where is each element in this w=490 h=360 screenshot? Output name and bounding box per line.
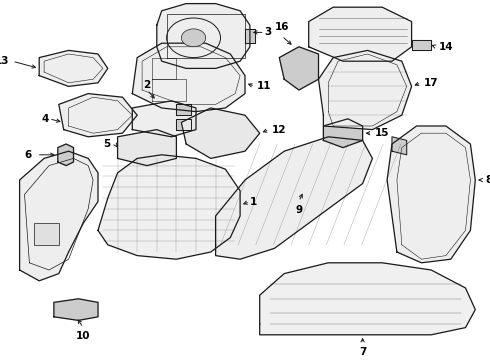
Polygon shape bbox=[132, 101, 196, 137]
Text: 17: 17 bbox=[424, 78, 439, 88]
Polygon shape bbox=[318, 50, 412, 130]
Polygon shape bbox=[54, 299, 98, 320]
Text: 15: 15 bbox=[375, 128, 390, 138]
Polygon shape bbox=[58, 144, 74, 166]
Polygon shape bbox=[181, 108, 260, 158]
Polygon shape bbox=[216, 137, 372, 259]
Polygon shape bbox=[59, 94, 137, 137]
Polygon shape bbox=[132, 43, 245, 112]
Text: 16: 16 bbox=[274, 22, 289, 32]
Polygon shape bbox=[387, 126, 475, 263]
Text: 7: 7 bbox=[359, 347, 367, 357]
Text: 10: 10 bbox=[76, 331, 91, 341]
Text: 2: 2 bbox=[144, 80, 150, 90]
Polygon shape bbox=[34, 223, 59, 245]
Circle shape bbox=[181, 29, 206, 47]
Text: 1: 1 bbox=[250, 197, 257, 207]
Text: 8: 8 bbox=[485, 175, 490, 185]
Polygon shape bbox=[118, 130, 176, 166]
Polygon shape bbox=[157, 4, 250, 68]
Text: 11: 11 bbox=[257, 81, 272, 91]
Polygon shape bbox=[412, 40, 431, 50]
Polygon shape bbox=[260, 263, 475, 335]
Polygon shape bbox=[20, 151, 98, 281]
Polygon shape bbox=[309, 7, 412, 61]
Text: 12: 12 bbox=[272, 125, 287, 135]
Polygon shape bbox=[176, 104, 191, 115]
Polygon shape bbox=[176, 119, 191, 130]
Polygon shape bbox=[245, 29, 255, 43]
Text: 13: 13 bbox=[0, 56, 10, 66]
Polygon shape bbox=[279, 47, 318, 90]
Text: 5: 5 bbox=[103, 139, 110, 149]
Polygon shape bbox=[323, 119, 363, 148]
Text: 3: 3 bbox=[265, 27, 272, 37]
Text: 14: 14 bbox=[439, 42, 453, 52]
Text: 9: 9 bbox=[295, 205, 302, 215]
Polygon shape bbox=[98, 155, 240, 259]
Polygon shape bbox=[392, 137, 407, 155]
Text: 4: 4 bbox=[42, 114, 49, 124]
Polygon shape bbox=[39, 50, 108, 86]
Text: 6: 6 bbox=[24, 150, 32, 160]
